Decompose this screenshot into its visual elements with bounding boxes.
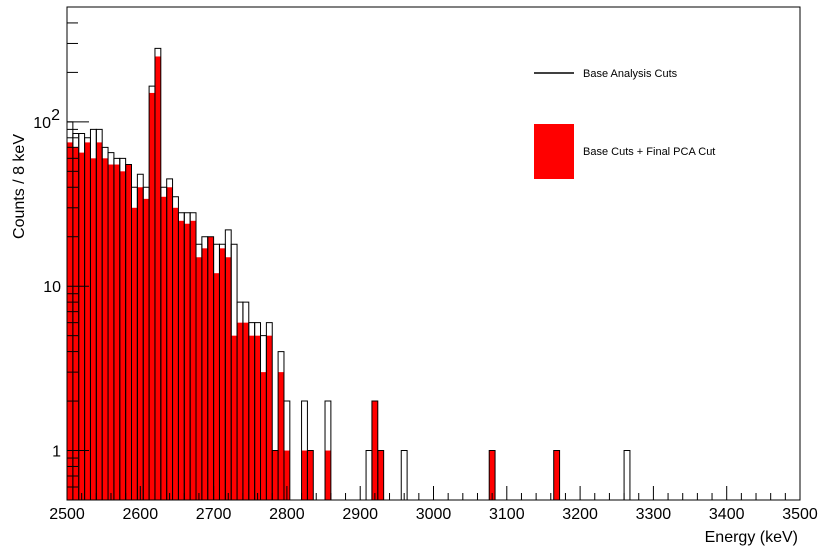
pca-cut-bar xyxy=(213,273,220,500)
pca-cut-bar xyxy=(371,401,378,500)
pca-cut-bar xyxy=(237,322,243,500)
legend-fill-swatch xyxy=(534,124,574,179)
pca-cut-bar xyxy=(160,196,167,501)
legend-label-base: Base Analysis Cuts xyxy=(583,68,678,80)
base-cuts-step xyxy=(377,450,385,500)
pca-cut-bar xyxy=(553,450,560,500)
y-tick-label: 10 xyxy=(43,279,61,296)
pca-cut-bar xyxy=(84,142,91,500)
x-tick-label: 2600 xyxy=(123,506,159,523)
x-axis-title: Energy (keV) xyxy=(705,529,798,546)
x-tick-label: 3000 xyxy=(416,506,452,523)
x-tick-label: 3500 xyxy=(782,506,818,523)
x-tick-label: 3100 xyxy=(489,506,525,523)
pca-cut-bar xyxy=(283,450,290,500)
pca-cut-bar xyxy=(96,142,103,500)
base-cuts-step xyxy=(265,322,273,500)
legend-label-pca: Base Cuts + Final PCA Cut xyxy=(583,146,715,158)
pca-cut-bar xyxy=(102,158,109,500)
pca-cut-bar xyxy=(307,450,314,500)
pca-cut-bar xyxy=(190,220,196,501)
y-tick-exponent: 2 xyxy=(51,107,60,124)
pca-cut-bar xyxy=(260,372,267,500)
x-tick-label: 3400 xyxy=(709,506,745,523)
pca-cut-bar xyxy=(72,147,79,500)
outline-series-group xyxy=(66,47,631,500)
filled-series-group xyxy=(67,56,560,501)
pca-cut-bar xyxy=(196,257,202,500)
pca-cut-bar xyxy=(172,207,179,501)
axes-group: 2500 2600 2700 2800 2900 3000 3100 3200 3300 3400… xyxy=(33,6,818,523)
pca-cut-bar xyxy=(225,257,232,500)
base-cuts-step xyxy=(283,400,291,500)
base-cuts-step xyxy=(324,400,332,500)
base-cuts-step xyxy=(400,450,408,500)
pca-cut-bar xyxy=(78,152,85,501)
pca-cut-bar xyxy=(254,335,261,500)
y-tick-label: 10 xyxy=(33,115,51,132)
pca-cut-bar xyxy=(178,220,185,501)
pca-cut-bar xyxy=(149,92,155,501)
pca-cut-bar xyxy=(219,248,226,500)
pca-cut-bar xyxy=(248,335,255,500)
pca-cut-bar xyxy=(207,236,214,501)
pca-cut-bar xyxy=(137,187,144,500)
x-tick-label: 2800 xyxy=(269,506,305,523)
y-tick-label: 1 xyxy=(52,444,61,461)
pca-cut-bar xyxy=(278,372,284,500)
y-axis-title: Counts / 8 keV xyxy=(11,134,28,239)
x-tick-label: 3200 xyxy=(562,506,598,523)
pca-cut-bar xyxy=(231,335,238,500)
base-cuts-step xyxy=(623,450,631,500)
base-cuts-step xyxy=(553,450,561,500)
pca-cut-bar xyxy=(131,207,138,501)
pca-cut-bar xyxy=(113,164,120,500)
pca-cut-bar xyxy=(125,164,132,500)
x-tick-label: 3300 xyxy=(636,506,672,523)
pca-cut-bar xyxy=(242,322,249,500)
pca-cut-bar xyxy=(184,223,191,500)
x-tick-label: 2500 xyxy=(49,506,85,523)
base-cuts-step xyxy=(488,450,496,500)
pca-cut-bar xyxy=(67,142,73,500)
pca-cut-bar xyxy=(154,56,161,500)
pca-cut-bar xyxy=(325,450,331,500)
pca-cut-bar xyxy=(266,335,273,500)
pca-cut-bar xyxy=(272,450,279,500)
pca-cut-bar xyxy=(377,450,384,500)
pca-cut-bar xyxy=(119,171,126,500)
pca-cut-bar xyxy=(90,158,97,500)
pca-cut-bar xyxy=(301,450,308,500)
pca-cut-bar xyxy=(143,198,150,501)
base-cuts-step xyxy=(365,450,373,500)
x-tick-label: 2900 xyxy=(342,506,378,523)
pca-cut-bar xyxy=(108,164,114,500)
pca-cut-bar xyxy=(201,248,208,500)
pca-cut-bar xyxy=(489,450,496,500)
base-cuts-step xyxy=(306,450,314,500)
x-tick-label: 2700 xyxy=(196,506,232,523)
legend: Base Analysis Cuts Base Cuts + Final PCA… xyxy=(534,68,715,179)
pca-cut-bar xyxy=(166,187,173,500)
